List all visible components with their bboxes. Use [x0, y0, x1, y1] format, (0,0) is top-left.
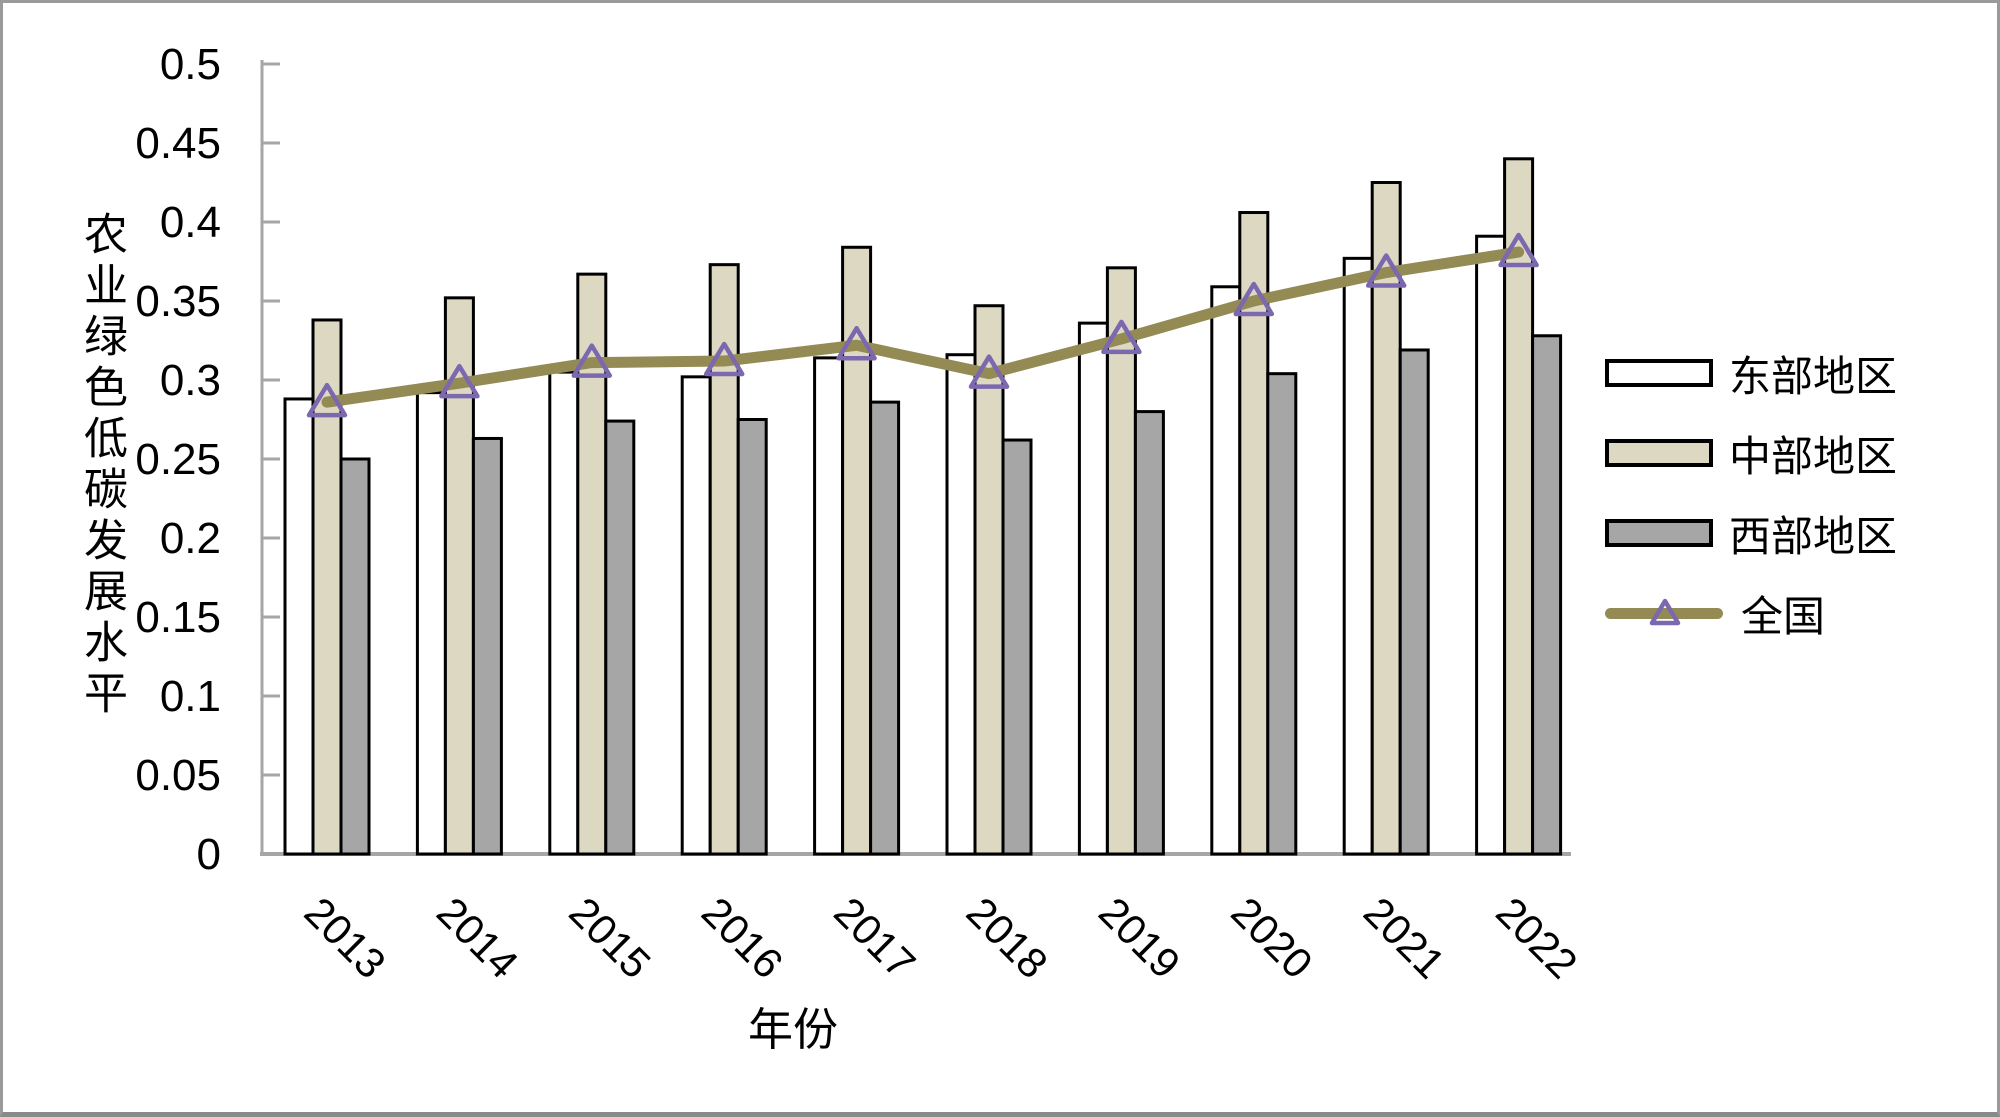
triangle-marker-icon	[1649, 598, 1681, 626]
bar-中部地区-2014	[443, 296, 475, 856]
west-swatch-icon	[1605, 519, 1713, 547]
legend-item-west: 西部地区	[1605, 509, 1897, 561]
national-line-marker-icon	[1605, 589, 1725, 637]
bar-西部地区-2018	[1001, 438, 1033, 856]
bar-中部地区-2021	[1370, 181, 1402, 856]
legend-item-central: 中部地区	[1605, 429, 1897, 481]
x-tick-label-2014: 2014	[428, 888, 527, 987]
y-tick-label: 0.05	[135, 751, 221, 800]
bar-东部地区-2015	[548, 370, 580, 856]
national-line	[321, 246, 1525, 408]
bar-中部地区-2013	[311, 318, 343, 856]
y-tick-label: 0.2	[160, 514, 221, 563]
legend-label-west: 西部地区	[1729, 511, 1898, 561]
y-tick-label: 0.4	[160, 198, 221, 247]
bar-西部地区-2021	[1398, 348, 1430, 856]
marker-national-2016	[703, 341, 745, 377]
legend-label-east: 东部地区	[1729, 351, 1898, 401]
legend: 东部地区 中部地区 西部地区 全国	[1605, 349, 1897, 669]
legend-label-central: 中部地区	[1729, 431, 1898, 481]
bar-西部地区-2016	[736, 418, 768, 856]
plot-area: 0 0.05 0.1 0.15 0.2 0.25 0.3 0.35 0.4 0.45 0.5 2013…	[135, 40, 1586, 987]
bar-东部地区-2019	[1077, 321, 1109, 856]
bar-东部地区-2018	[945, 353, 977, 856]
x-tick-label-2021: 2021	[1355, 888, 1454, 987]
y-tick-label: 0.5	[160, 40, 221, 89]
bar-东部地区-2016	[680, 375, 712, 856]
x-axis-title: 年份	[747, 1003, 838, 1056]
x-tick-label-2020: 2020	[1222, 888, 1321, 987]
bar-西部地区-2022	[1531, 334, 1563, 856]
bar-东部地区-2022	[1475, 234, 1507, 856]
bar-东部地区-2017	[813, 356, 845, 856]
legend-item-national: 全国	[1605, 589, 1897, 641]
marker-national-2015	[571, 343, 613, 378]
x-tick-label-2015: 2015	[560, 888, 659, 987]
bar-中部地区-2017	[841, 245, 873, 856]
bar-西部地区-2015	[604, 419, 636, 856]
y-tick-label: 0.3	[160, 356, 221, 405]
x-tick-label-2016: 2016	[693, 888, 792, 987]
bar-西部地区-2017	[869, 400, 901, 856]
marker-national-2014	[439, 363, 480, 399]
bar-东部地区-2021	[1342, 256, 1374, 856]
y-tick-label: 0.15	[135, 593, 221, 642]
y-tick-label: 0.35	[135, 277, 221, 326]
bar-西部地区-2020	[1266, 372, 1298, 856]
y-tick-label: 0.25	[135, 435, 221, 484]
marker-national-2018	[968, 354, 1010, 389]
x-tick-label-2013: 2013	[296, 888, 395, 987]
x-tick-label-2019: 2019	[1090, 888, 1189, 987]
bar-西部地区-2013	[339, 457, 371, 856]
marker-national-2020	[1233, 281, 1275, 317]
bar-东部地区-2020	[1210, 285, 1242, 856]
bar-中部地区-2015	[576, 272, 608, 856]
y-tick-label: 0.45	[135, 119, 221, 168]
x-tick-label-2017: 2017	[825, 888, 924, 987]
bar-中部地区-2016	[708, 263, 740, 856]
bar-东部地区-2014	[415, 391, 447, 856]
x-tick-label-2018: 2018	[958, 888, 1057, 987]
marker-national-2019	[1101, 319, 1142, 355]
legend-item-east: 东部地区	[1605, 349, 1897, 401]
x-tick-label-2022: 2022	[1487, 888, 1586, 987]
bar-中部地区-2018	[973, 304, 1005, 856]
bar-西部地区-2019	[1133, 410, 1165, 856]
legend-label-national: 全国	[1741, 591, 1826, 641]
marker-national-2013	[306, 382, 348, 418]
y-tick-label: 0	[197, 830, 221, 879]
bar-中部地区-2019	[1105, 266, 1137, 856]
bar-西部地区-2014	[471, 436, 503, 856]
y-axis-title: 农业绿色低碳发展水平	[76, 211, 127, 721]
marker-national-2021	[1365, 253, 1407, 288]
central-swatch-icon	[1605, 439, 1713, 467]
y-tick-label: 0.1	[160, 672, 221, 721]
east-swatch-icon	[1605, 359, 1713, 387]
national-line-sample	[1605, 608, 1723, 619]
marker-national-2017	[836, 325, 877, 361]
marker-national-2022	[1498, 232, 1539, 268]
bar-东部地区-2013	[283, 397, 315, 856]
